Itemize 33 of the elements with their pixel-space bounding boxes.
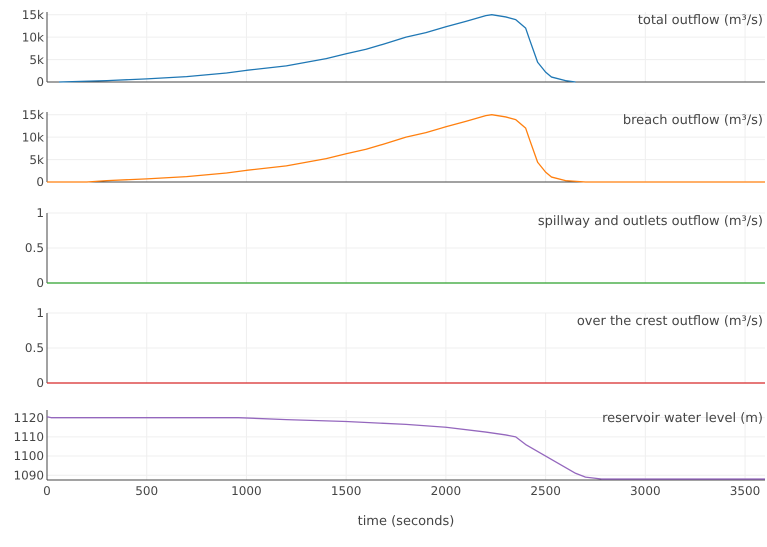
- x-tick-label: 1500: [330, 484, 362, 498]
- y-tick-label: 1: [36, 306, 44, 320]
- y-tick-label: 0.5: [24, 341, 44, 356]
- x-tick-label: 2500: [530, 484, 561, 498]
- chart-title: breach outflow (m³/s): [622, 113, 763, 128]
- x-tick-label: 3500: [730, 484, 760, 498]
- y-tick-label: 1090: [13, 468, 44, 482]
- y-tick-label: 0: [36, 376, 44, 390]
- y-tick-label: 0: [36, 276, 44, 290]
- y-tick-label: 10k: [22, 130, 44, 144]
- x-tick-label: 1000: [231, 484, 262, 498]
- chart-title: over the crest outflow (m³/s): [576, 314, 763, 329]
- y-tick-label: 5k: [29, 152, 44, 167]
- y-tick-label: 0: [36, 75, 44, 90]
- y-tick-label: 10k: [22, 30, 44, 44]
- line-series: [46, 114, 766, 183]
- y-tick-label: 15k: [22, 8, 44, 22]
- y-tick-label: 1100: [13, 449, 44, 464]
- y-tick-label: 1120: [13, 410, 44, 425]
- x-tick-label: 3000: [630, 484, 661, 498]
- x-tick-label: 500: [135, 484, 158, 498]
- y-tick-label: 0.5: [24, 241, 44, 256]
- x-tick-label: 2000: [430, 484, 462, 498]
- line-series: [58, 14, 576, 83]
- y-tick-label: 0: [36, 175, 44, 190]
- chart-title: total outflow (m³/s): [638, 13, 763, 28]
- x-axis-title: time (seconds): [358, 514, 454, 529]
- y-tick-label: 15k: [22, 108, 44, 122]
- chart-title: reservoir water level (m): [602, 411, 763, 426]
- y-tick-label: 1: [36, 206, 44, 220]
- chart-title: spillway and outlets outflow (m³/s): [538, 214, 763, 229]
- y-tick-label: 1110: [13, 430, 44, 444]
- y-tick-label: 5k: [29, 52, 44, 67]
